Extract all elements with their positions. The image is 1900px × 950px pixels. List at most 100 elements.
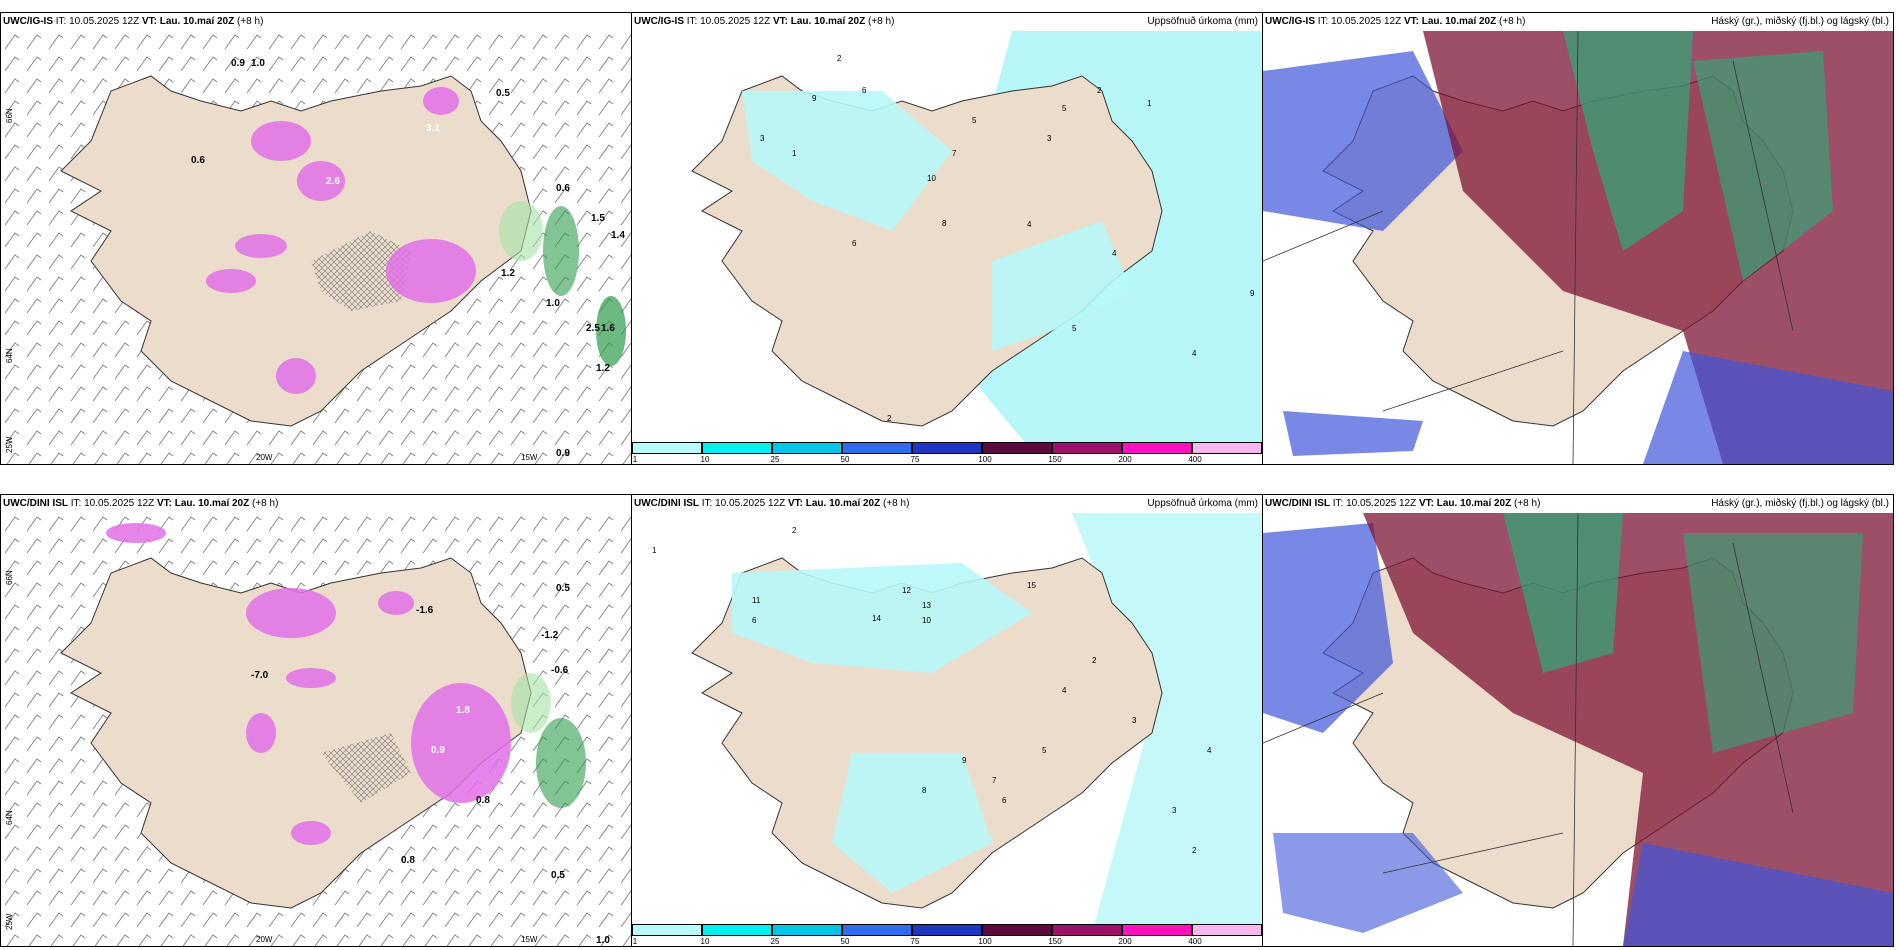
- panel-variable: Háský (gr.), miðský (fj.bl.) og lágský (…: [1711, 16, 1889, 27]
- svg-text:3.1: 3.1: [426, 123, 440, 134]
- panel-title: UWC/IG-IS IT: 10.05.2025 12Z VT: Lau. 10…: [634, 16, 895, 27]
- panel-variable: Háský (gr.), miðský (fj.bl.) og lágský (…: [1711, 498, 1889, 509]
- svg-text:1.2: 1.2: [501, 268, 515, 279]
- svg-text:10: 10: [927, 174, 936, 183]
- svg-text:2: 2: [887, 414, 892, 423]
- lat-label: 64N: [5, 810, 14, 825]
- svg-text:9: 9: [812, 94, 817, 103]
- svg-text:10: 10: [922, 616, 931, 625]
- svg-text:4: 4: [1027, 220, 1032, 229]
- svg-text:2: 2: [1097, 86, 1102, 95]
- svg-text:2: 2: [1192, 846, 1197, 855]
- svg-text:4: 4: [1112, 249, 1117, 258]
- panel-ig-wind-precip: UWC/IG-IS IT: 10.05.2025 12Z VT: Lau. 10…: [0, 12, 632, 465]
- map-accum-precip: 2 11 6 14 13 12 15 10 8 7 9 4 3 2 5 6 4 …: [652, 513, 1262, 924]
- svg-text:14: 14: [872, 614, 881, 623]
- svg-text:9: 9: [962, 756, 967, 765]
- svg-text:0.8: 0.8: [476, 795, 490, 806]
- lat-label: 25W: [5, 436, 14, 453]
- panel-variable: Uppsöfnuð úrkoma (mm): [1147, 498, 1258, 509]
- panel-title: UWC/IG-IS IT: 10.05.2025 12Z VT: Lau. 10…: [1265, 16, 1526, 27]
- lon-label: 20W: [256, 935, 273, 944]
- svg-text:6: 6: [752, 616, 757, 625]
- svg-text:3: 3: [1047, 134, 1052, 143]
- map-clouds: [1263, 513, 1893, 946]
- map-clouds: [1263, 31, 1893, 464]
- svg-text:6: 6: [852, 239, 857, 248]
- svg-text:0.6: 0.6: [191, 155, 205, 166]
- map-accum-precip: 2 6 9 3 1 10 7 5 4 8 3 5 2 1 4 6 9 5 4 2: [691, 31, 1262, 442]
- svg-text:2: 2: [837, 54, 842, 63]
- svg-text:4: 4: [1192, 349, 1197, 358]
- svg-text:1: 1: [652, 546, 657, 555]
- svg-text:12: 12: [902, 586, 911, 595]
- svg-text:7: 7: [992, 776, 997, 785]
- svg-text:1.8: 1.8: [456, 705, 470, 716]
- colorbar: 1 10 25 50 75 100 150 200 400: [632, 924, 1262, 946]
- svg-text:3: 3: [760, 134, 765, 143]
- svg-text:5: 5: [972, 116, 977, 125]
- svg-text:0.5: 0.5: [556, 583, 570, 594]
- svg-text:1.0: 1.0: [596, 935, 610, 946]
- panel-dini-clouds: UWC/DINI ISL IT: 10.05.2025 12Z VT: Lau.…: [1262, 494, 1894, 947]
- svg-text:1.6: 1.6: [601, 323, 615, 334]
- svg-text:11: 11: [752, 596, 761, 605]
- lat-label: 64N: [5, 348, 14, 363]
- panel-ig-clouds: UWC/IG-IS IT: 10.05.2025 12Z VT: Lau. 10…: [1262, 12, 1894, 465]
- svg-text:1.0: 1.0: [546, 298, 560, 309]
- map-wind-precip: 0.9 1.0 0.6 3.1 2.6 0.6 1.2 0.9 1.6 2.5 …: [1, 31, 631, 464]
- svg-text:5: 5: [1072, 324, 1077, 333]
- svg-text:5: 5: [1062, 104, 1067, 113]
- svg-text:13: 13: [922, 601, 931, 610]
- svg-text:7: 7: [952, 149, 957, 158]
- svg-text:-1.6: -1.6: [416, 605, 434, 616]
- svg-text:0.8: 0.8: [401, 855, 415, 866]
- panel-title: UWC/DINI ISL IT: 10.05.2025 12Z VT: Lau.…: [3, 498, 279, 509]
- svg-text:0.5: 0.5: [496, 88, 510, 99]
- svg-text:-0.6: -0.6: [551, 665, 569, 676]
- svg-text:9: 9: [1250, 289, 1255, 298]
- iceland-outline: [60, 75, 532, 427]
- svg-text:-1.2: -1.2: [541, 630, 559, 641]
- svg-text:2: 2: [1092, 656, 1097, 665]
- lon-label: 15W: [521, 453, 538, 462]
- panel-title: UWC/DINI ISL IT: 10.05.2025 12Z VT: Lau.…: [1265, 498, 1541, 509]
- lat-label: 66N: [5, 570, 14, 585]
- panel-dini-accum-precip: UWC/DINI ISL IT: 10.05.2025 12Z VT: Lau.…: [631, 494, 1263, 947]
- colorbar: 1 10 25 50 75 100 150 200 400: [632, 442, 1262, 464]
- svg-text:2.6: 2.6: [326, 176, 340, 187]
- svg-text:1.0: 1.0: [251, 58, 265, 69]
- panel-dini-wind-precip: UWC/DINI ISL IT: 10.05.2025 12Z VT: Lau.…: [0, 494, 632, 947]
- svg-text:1.2: 1.2: [596, 363, 610, 374]
- panel-title: UWC/DINI ISL IT: 10.05.2025 12Z VT: Lau.…: [634, 498, 910, 509]
- panel-ig-accum-precip: UWC/IG-IS IT: 10.05.2025 12Z VT: Lau. 10…: [631, 12, 1263, 465]
- svg-text:8: 8: [942, 219, 947, 228]
- svg-text:4: 4: [1062, 686, 1067, 695]
- lat-label: 25W: [5, 913, 14, 930]
- svg-text:0.9: 0.9: [231, 58, 245, 69]
- lon-label: 20W: [256, 453, 273, 462]
- svg-text:1.4: 1.4: [611, 230, 625, 241]
- map-wind-precip: 0.5 1.0 -1.6 -1.2 -0.6 0.8 0.5 0.8 -7.0 …: [1, 513, 631, 946]
- svg-text:1: 1: [792, 149, 797, 158]
- svg-text:15: 15: [1027, 581, 1036, 590]
- svg-text:8: 8: [922, 786, 927, 795]
- svg-text:1: 1: [1147, 99, 1152, 108]
- svg-text:4: 4: [1207, 746, 1212, 755]
- svg-text:0.9: 0.9: [431, 745, 445, 756]
- svg-text:6: 6: [1002, 796, 1007, 805]
- svg-text:0.5: 0.5: [551, 870, 565, 881]
- svg-text:6: 6: [862, 86, 867, 95]
- lat-label: 66N: [5, 108, 14, 123]
- svg-text:2.5: 2.5: [586, 323, 600, 334]
- panel-variable: Uppsöfnuð úrkoma (mm): [1147, 16, 1258, 27]
- svg-text:0.6: 0.6: [556, 183, 570, 194]
- svg-text:-7.0: -7.0: [251, 670, 269, 681]
- svg-text:1.5: 1.5: [591, 213, 605, 224]
- svg-text:3: 3: [1172, 806, 1177, 815]
- svg-text:3: 3: [1132, 716, 1137, 725]
- lon-label: 15W: [521, 935, 538, 944]
- panel-title: UWC/IG-IS IT: 10.05.2025 12Z VT: Lau. 10…: [3, 16, 264, 27]
- svg-text:2: 2: [792, 526, 797, 535]
- svg-text:0.9: 0.9: [556, 448, 570, 459]
